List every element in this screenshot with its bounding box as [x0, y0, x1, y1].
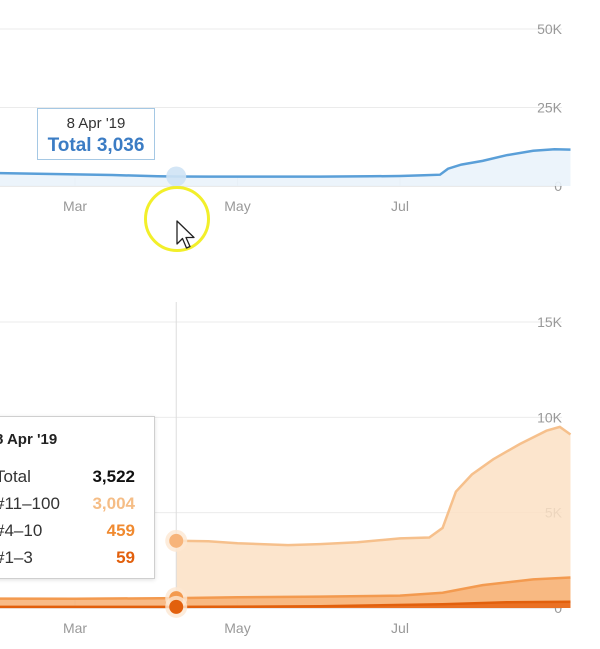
keywords-chart: 15K10K5K0MarMayJul [0, 302, 572, 636]
y-tick-label: 50K [537, 21, 563, 37]
x-tick-label: Mar [63, 620, 87, 636]
tooltip-value-total: 3,522 [92, 467, 135, 486]
tooltip-value-1-3: 59 [116, 548, 135, 567]
tooltip-value-11-100: 3,004 [92, 494, 135, 513]
x-tick-label: Jul [391, 198, 409, 214]
y-tick-label: 15K [537, 314, 563, 330]
tooltip-label-4-10: #4–10 [0, 521, 43, 540]
mouse-pointer-icon [176, 220, 195, 249]
traffic-tooltip: 8 Apr '19 Total 3,036 [37, 108, 155, 160]
y-tick-label: 10K [537, 409, 563, 425]
series-area-2 [0, 601, 571, 608]
tooltip-label-1-3: #1–3 [0, 548, 33, 567]
traffic-chart: 50K25K0MarMayJul [0, 21, 571, 214]
series-line [0, 148, 571, 178]
x-tick-label: Jul [391, 620, 409, 636]
keywords-tooltip: 8 Apr '19 Total 3,522 #11–100 3,004 #4–1… [0, 416, 155, 579]
series-line-2 [0, 600, 571, 609]
x-tick-label: May [224, 198, 250, 214]
hover-point [169, 599, 184, 614]
traffic-tooltip-date: 8 Apr '19 [66, 115, 126, 132]
tooltip-label-total: Total [0, 467, 31, 486]
series-area-1 [0, 577, 571, 608]
traffic-tooltip-total: Total 3,036 [38, 135, 154, 157]
traffic-tooltip-value: 3,036 [96, 135, 145, 156]
cursor-highlight-ring [144, 186, 210, 252]
tooltip-value-4-10: 459 [106, 521, 135, 540]
series-area-0 [176, 426, 571, 608]
keywords-tooltip-date: 8 Apr '19 [0, 431, 58, 448]
series-line-1 [0, 576, 571, 601]
series-line-0 [176, 425, 572, 547]
traffic-tooltip-label: Total [47, 135, 92, 156]
hover-halo [166, 166, 187, 187]
tooltip-label-11-100: #11–100 [0, 494, 60, 513]
x-tick-label: Mar [63, 198, 87, 214]
y-tick-label: 25K [537, 100, 563, 116]
x-tick-label: May [224, 620, 250, 636]
hover-point [169, 533, 184, 548]
